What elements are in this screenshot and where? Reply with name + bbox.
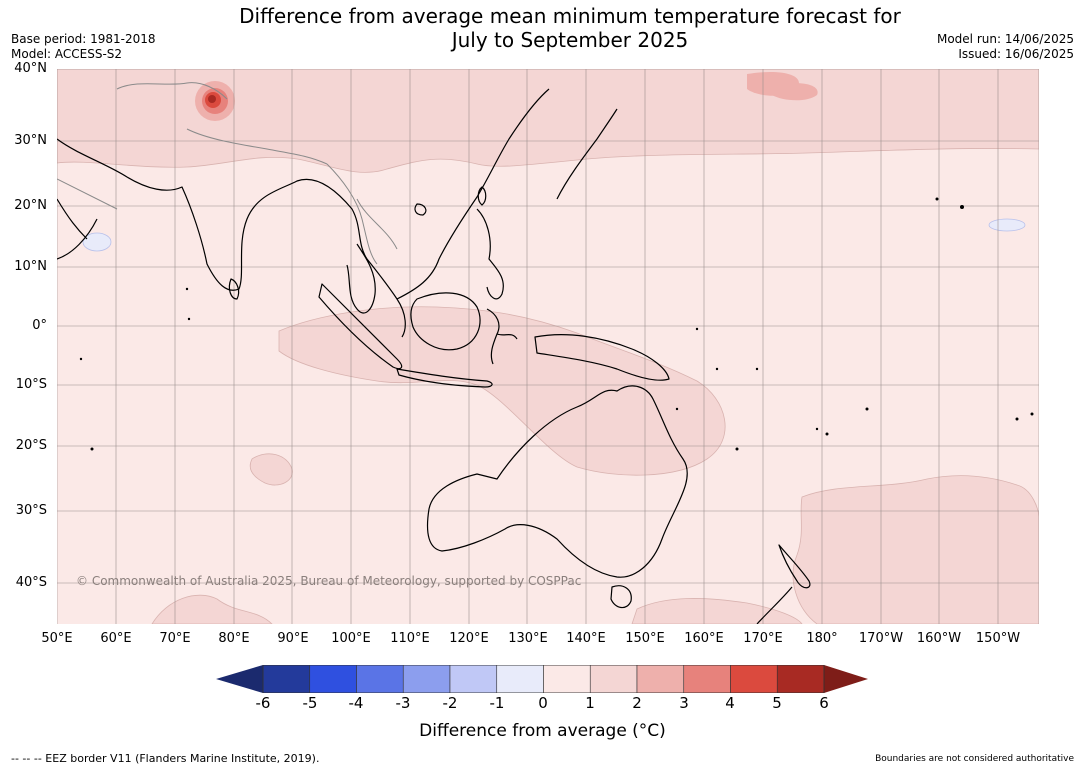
colorbar-cell [589,665,638,693]
lat-label: 30°S [15,503,47,518]
country-borders [57,82,398,265]
anomaly-strong [195,71,818,121]
anomaly-map [57,69,1039,624]
colorbar-tick: -2 [442,694,458,712]
colorbar-tick: 6 [819,694,829,712]
colorbar-tick: -4 [348,694,364,712]
lon-label: 130°E [508,631,548,646]
lon-label: 100°E [331,631,371,646]
lat-label: 0° [32,318,47,333]
australia [426,385,688,578]
colorbar-cell [356,665,404,693]
lon-label: 140°E [566,631,606,646]
anomaly-region-equatorial [278,306,726,476]
lon-label: 170°W [858,631,904,646]
colorbar-tick: -3 [395,694,411,712]
lon-label: 60°E [100,631,132,646]
meta-left: Base period: 1981-2018 Model: ACCESS-S2 [11,32,156,62]
lon-label: 80°E [218,631,250,646]
colorbar-cell [496,665,544,693]
lon-label: 90°E [277,631,309,646]
arabia-coast [57,198,98,260]
colorbar-tick: -5 [302,694,318,712]
colorbar-tick: -1 [489,694,505,712]
lon-label: 50°E [41,631,73,646]
colorbar-cells [262,665,825,693]
hainan [414,203,427,216]
colorbar-tick: 5 [772,694,782,712]
lat-label: 40°S [15,575,47,590]
java [396,368,493,388]
new-guinea [534,334,670,381]
tasmania [610,585,632,609]
new-zealand-north [778,544,811,589]
colorbar-cell [730,665,778,693]
issued-date: Issued: 16/06/2025 [958,47,1074,61]
sulawesi [486,308,518,365]
colorbar-cell [402,665,451,693]
colorbar-tick: 3 [679,694,689,712]
boundaries-disclaimer: Boundaries are not considered authoritat… [875,754,1074,764]
colorbar-cell [636,665,685,693]
asia-coast [57,88,550,338]
lat-label: 30°N [14,133,47,148]
colorbar [216,665,868,693]
lon-label: 170°E [743,631,783,646]
sumatra [318,283,403,370]
islands [79,197,1034,451]
lon-label: 110°E [390,631,430,646]
anomaly-region-tasman [631,598,803,624]
eez-legend: -- -- -- EEZ border V11 (Flanders Marine… [11,752,320,765]
lat-label: 10°S [15,377,47,392]
colorbar-tick: 0 [538,694,548,712]
anomaly-region-south-pacific [792,475,1039,624]
base-period: Base period: 1981-2018 [11,32,156,46]
colorbar-cell [776,665,825,693]
anomaly-region-south [151,594,273,624]
map-title: Difference from average mean minimum tem… [0,4,1085,52]
taiwan [477,186,487,206]
lat-label: 10°N [14,259,47,274]
colorbar-cell [683,665,731,693]
colorbar-cell [449,665,498,693]
sri-lanka [228,278,240,300]
lon-label: 150°W [975,631,1021,646]
borneo [410,292,481,351]
lat-label: 20°S [15,438,47,453]
lon-label: 70°E [159,631,191,646]
colorbar-tick: 4 [725,694,735,712]
colorbar-cell [543,665,591,693]
philippines [476,208,504,300]
anomaly-region-southwest [249,453,293,486]
colorbar-cell [262,665,311,693]
copyright-notice: © Commonwealth of Australia 2025, Bureau… [76,574,582,588]
map-title-line2: July to September 2025 [451,28,689,52]
graticule [57,69,1039,624]
model-name: Model: ACCESS-S2 [11,47,123,61]
lon-label: 150°E [625,631,665,646]
new-zealand-south [756,586,793,624]
colorbar-tick: -6 [255,694,271,712]
meta-right: Model run: 14/06/2025 Issued: 16/06/2025 [937,32,1074,62]
lat-label: 20°N [14,198,47,213]
colorbar-outline [262,665,825,693]
lat-label: 40°N [14,61,47,76]
map-title-line1: Difference from average mean minimum tem… [239,4,901,28]
lon-label: 120°E [449,631,489,646]
lon-label: 160°W [916,631,962,646]
colorbar-tick: 2 [632,694,642,712]
japan [556,108,618,200]
model-run: Model run: 14/06/2025 [936,32,1074,46]
colorbar-cell [309,665,357,693]
coastlines [57,88,811,624]
colorbar-title: Difference from average (°C) [419,721,666,741]
lon-label: 160°E [684,631,724,646]
colorbar-tick: 1 [585,694,595,712]
colorbar-under-arrow [216,665,263,693]
colorbar-over-arrow [824,665,868,693]
lon-label: 180° [806,631,838,646]
